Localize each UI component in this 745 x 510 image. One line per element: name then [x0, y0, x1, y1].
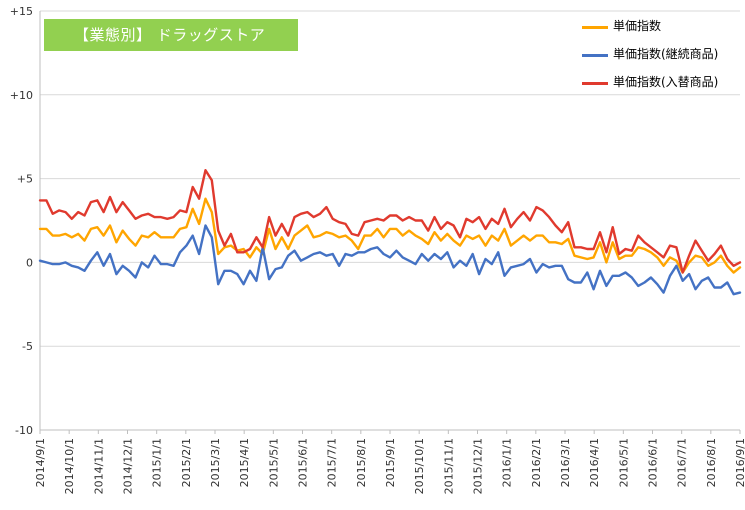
y-tick-label: -10	[15, 424, 33, 437]
series-line-0	[38, 197, 742, 274]
x-tick-label: 2016/4/1	[588, 438, 601, 487]
legend-item-continuing: 単価指数(継続商品)	[582, 44, 742, 72]
legend-swatch-unit-price	[582, 26, 608, 29]
legend-swatch-replaced	[582, 82, 608, 85]
y-tick-label: +10	[10, 89, 33, 102]
x-axis: 2014/9/1 2014/10/1 2014/11/1 2014/12/1 2015/…	[34, 429, 745, 494]
legend: 単価指数 単価指数(継続商品) 単価指数(入替商品)	[582, 16, 742, 100]
chart-title: 【業態別】 ドラッグストア	[44, 19, 298, 51]
x-tick-label: 2015/12/1	[472, 438, 485, 494]
x-tick-label: 2014/10/1	[63, 438, 76, 494]
legend-item-replaced: 単価指数(入替商品)	[582, 72, 742, 100]
series-lines	[38, 168, 742, 296]
y-tick-label: 0	[26, 256, 33, 269]
series-line-1	[38, 224, 742, 296]
x-tick-label: 2014/11/1	[92, 438, 105, 494]
legend-label-replaced: 単価指数(入替商品)	[613, 75, 719, 89]
y-tick-label: +5	[17, 173, 33, 186]
y-tick-label: +15	[10, 5, 33, 18]
x-tick-label: 2015/5/1	[267, 438, 280, 487]
x-tick-label: 2016/3/1	[559, 438, 572, 487]
x-tick-label: 2015/9/1	[384, 438, 397, 487]
x-tick-label: 2016/6/1	[647, 438, 660, 487]
x-tick-label: 2015/2/1	[180, 438, 193, 487]
x-tick-label: 2015/1/1	[151, 438, 164, 487]
legend-label-continuing: 単価指数(継続商品)	[613, 47, 719, 61]
legend-swatch-continuing	[582, 54, 608, 57]
x-tick-label: 2016/8/1	[705, 438, 718, 487]
x-tick-label: 2015/4/1	[238, 438, 251, 487]
legend-item-unit-price: 単価指数	[582, 16, 742, 44]
x-tick-label: 2014/9/1	[34, 438, 47, 487]
x-tick-label: 2016/1/1	[501, 438, 514, 487]
y-tick-label: -5	[22, 340, 33, 353]
y-axis: +15 +10 +5 0 -5 -10	[10, 5, 41, 437]
x-tick-label: 2015/10/1	[413, 438, 426, 494]
x-tick-label: 2015/8/1	[355, 438, 368, 487]
x-tick-label: 2015/6/1	[297, 438, 310, 487]
x-tick-label: 2016/7/1	[676, 438, 689, 487]
x-tick-label: 2016/9/1	[734, 438, 745, 487]
x-tick-label: 2016/2/1	[530, 438, 543, 487]
x-tick-label: 2015/7/1	[326, 438, 339, 487]
x-tick-label: 2015/11/1	[442, 438, 455, 494]
x-tick-label: 2016/5/1	[617, 438, 630, 487]
x-tick-label: 2015/3/1	[209, 438, 222, 487]
legend-label-unit-price: 単価指数	[613, 19, 662, 33]
x-tick-label: 2014/12/1	[122, 438, 135, 494]
series-line-2	[38, 168, 742, 274]
